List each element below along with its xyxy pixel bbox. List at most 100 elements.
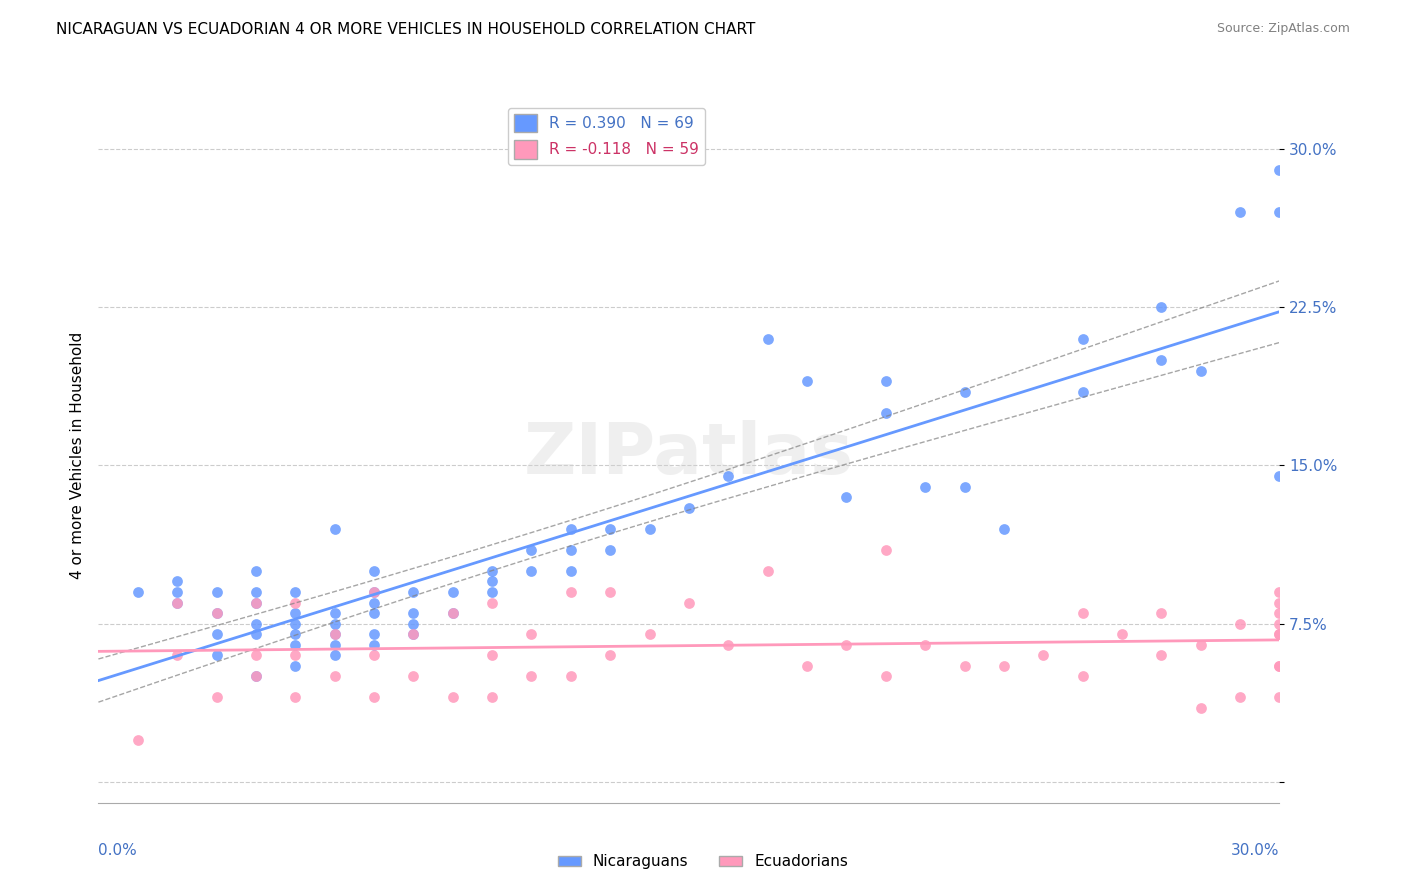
Point — [363, 648, 385, 663]
Point — [560, 542, 582, 557]
Point — [402, 585, 425, 599]
Point — [284, 690, 307, 705]
Point — [678, 595, 700, 609]
Text: ZIPatlas: ZIPatlas — [524, 420, 853, 490]
Point — [1150, 301, 1173, 315]
Point — [205, 627, 228, 641]
Point — [993, 658, 1015, 673]
Point — [205, 690, 228, 705]
Point — [245, 585, 267, 599]
Point — [245, 669, 267, 683]
Point — [993, 522, 1015, 536]
Point — [284, 648, 307, 663]
Text: NICARAGUAN VS ECUADORIAN 4 OR MORE VEHICLES IN HOUSEHOLD CORRELATION CHART: NICARAGUAN VS ECUADORIAN 4 OR MORE VEHIC… — [56, 22, 755, 37]
Legend: R = 0.390   N = 69, R = -0.118   N = 59: R = 0.390 N = 69, R = -0.118 N = 59 — [508, 108, 704, 165]
Point — [599, 542, 621, 557]
Point — [1268, 585, 1291, 599]
Point — [1150, 648, 1173, 663]
Point — [441, 585, 464, 599]
Point — [481, 574, 503, 589]
Point — [875, 669, 897, 683]
Point — [1268, 658, 1291, 673]
Point — [1268, 627, 1291, 641]
Point — [914, 638, 936, 652]
Point — [323, 616, 346, 631]
Point — [1268, 627, 1291, 641]
Point — [678, 500, 700, 515]
Point — [1189, 638, 1212, 652]
Point — [796, 374, 818, 388]
Point — [1268, 616, 1291, 631]
Point — [284, 638, 307, 652]
Point — [1229, 205, 1251, 219]
Point — [717, 638, 740, 652]
Point — [1189, 701, 1212, 715]
Text: 0.0%: 0.0% — [98, 843, 138, 858]
Point — [875, 542, 897, 557]
Point — [1268, 690, 1291, 705]
Point — [323, 606, 346, 620]
Point — [560, 522, 582, 536]
Point — [875, 374, 897, 388]
Point — [363, 585, 385, 599]
Point — [284, 585, 307, 599]
Point — [717, 469, 740, 483]
Point — [363, 564, 385, 578]
Point — [1268, 469, 1291, 483]
Point — [520, 669, 543, 683]
Point — [402, 616, 425, 631]
Point — [756, 332, 779, 346]
Point — [205, 648, 228, 663]
Text: Source: ZipAtlas.com: Source: ZipAtlas.com — [1216, 22, 1350, 36]
Point — [441, 606, 464, 620]
Point — [166, 595, 188, 609]
Point — [363, 690, 385, 705]
Point — [441, 690, 464, 705]
Point — [796, 658, 818, 673]
Point — [560, 669, 582, 683]
Point — [1268, 163, 1291, 178]
Point — [127, 585, 149, 599]
Point — [284, 606, 307, 620]
Point — [1071, 669, 1094, 683]
Point — [363, 606, 385, 620]
Point — [1071, 606, 1094, 620]
Point — [481, 585, 503, 599]
Point — [481, 648, 503, 663]
Point — [1111, 627, 1133, 641]
Point — [323, 648, 346, 663]
Point — [1150, 606, 1173, 620]
Point — [1268, 606, 1291, 620]
Point — [245, 627, 267, 641]
Point — [1189, 363, 1212, 377]
Legend: Nicaraguans, Ecuadorians: Nicaraguans, Ecuadorians — [551, 848, 855, 875]
Point — [756, 564, 779, 578]
Point — [245, 595, 267, 609]
Point — [402, 606, 425, 620]
Point — [245, 648, 267, 663]
Point — [323, 522, 346, 536]
Point — [205, 585, 228, 599]
Point — [1071, 332, 1094, 346]
Point — [638, 522, 661, 536]
Point — [1150, 353, 1173, 368]
Point — [284, 658, 307, 673]
Y-axis label: 4 or more Vehicles in Household: 4 or more Vehicles in Household — [69, 331, 84, 579]
Point — [481, 690, 503, 705]
Point — [835, 638, 858, 652]
Point — [402, 669, 425, 683]
Point — [245, 616, 267, 631]
Point — [1268, 595, 1291, 609]
Point — [835, 490, 858, 504]
Point — [1229, 616, 1251, 631]
Point — [245, 564, 267, 578]
Point — [875, 406, 897, 420]
Point — [323, 627, 346, 641]
Point — [127, 732, 149, 747]
Point — [402, 627, 425, 641]
Point — [953, 384, 976, 399]
Point — [284, 595, 307, 609]
Point — [1268, 658, 1291, 673]
Point — [166, 648, 188, 663]
Point — [323, 627, 346, 641]
